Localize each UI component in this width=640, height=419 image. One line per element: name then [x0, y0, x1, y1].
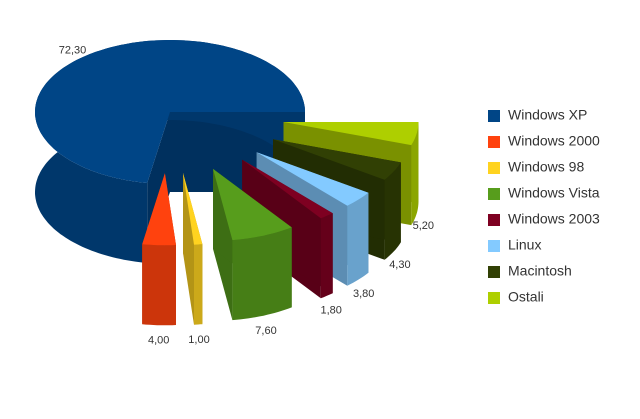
legend-swatch	[488, 136, 500, 148]
legend-swatch	[488, 266, 500, 278]
legend-label: Windows Vista	[508, 185, 600, 201]
legend-swatch	[488, 292, 500, 304]
slice	[142, 173, 176, 246]
slice-wall	[320, 213, 333, 299]
data-label: 5,20	[413, 220, 434, 232]
legend-swatch	[488, 240, 500, 252]
data-label: 1,00	[188, 334, 209, 346]
data-label: 72,30	[59, 44, 87, 56]
legend-label: Windows 2003	[508, 211, 600, 227]
legend-swatch	[488, 110, 500, 122]
slice-group	[35, 40, 305, 263]
slice-wall	[194, 244, 203, 325]
slice-wall	[142, 244, 176, 326]
legend-label: Windows 98	[508, 159, 584, 175]
legend-label: Linux	[508, 237, 541, 253]
legend-swatch	[488, 162, 500, 174]
slice	[283, 122, 419, 146]
data-label: 4,30	[389, 259, 410, 271]
slice	[183, 172, 203, 245]
legend-label: Windows 2000	[508, 133, 600, 149]
slice-wall	[232, 227, 292, 321]
slice-group	[213, 168, 292, 321]
slice	[213, 168, 292, 241]
slice-group	[183, 172, 203, 325]
slice-group	[142, 173, 176, 326]
slice	[35, 40, 305, 183]
data-label: 7,60	[255, 325, 276, 337]
slice	[242, 159, 333, 219]
slice-wall	[347, 192, 369, 286]
data-label: 1,80	[320, 305, 341, 317]
slice-wall	[411, 122, 419, 226]
legend-swatch	[488, 188, 500, 200]
slice	[256, 152, 369, 206]
legend-label: Windows XP	[508, 107, 587, 123]
legend-swatch	[488, 214, 500, 226]
data-label: 3,80	[353, 288, 374, 300]
data-label: 4,00	[148, 335, 169, 347]
slice	[273, 139, 401, 180]
legend-label: Macintosh	[508, 263, 572, 279]
legend-label: Ostali	[508, 289, 544, 305]
slice-wall	[384, 162, 401, 260]
